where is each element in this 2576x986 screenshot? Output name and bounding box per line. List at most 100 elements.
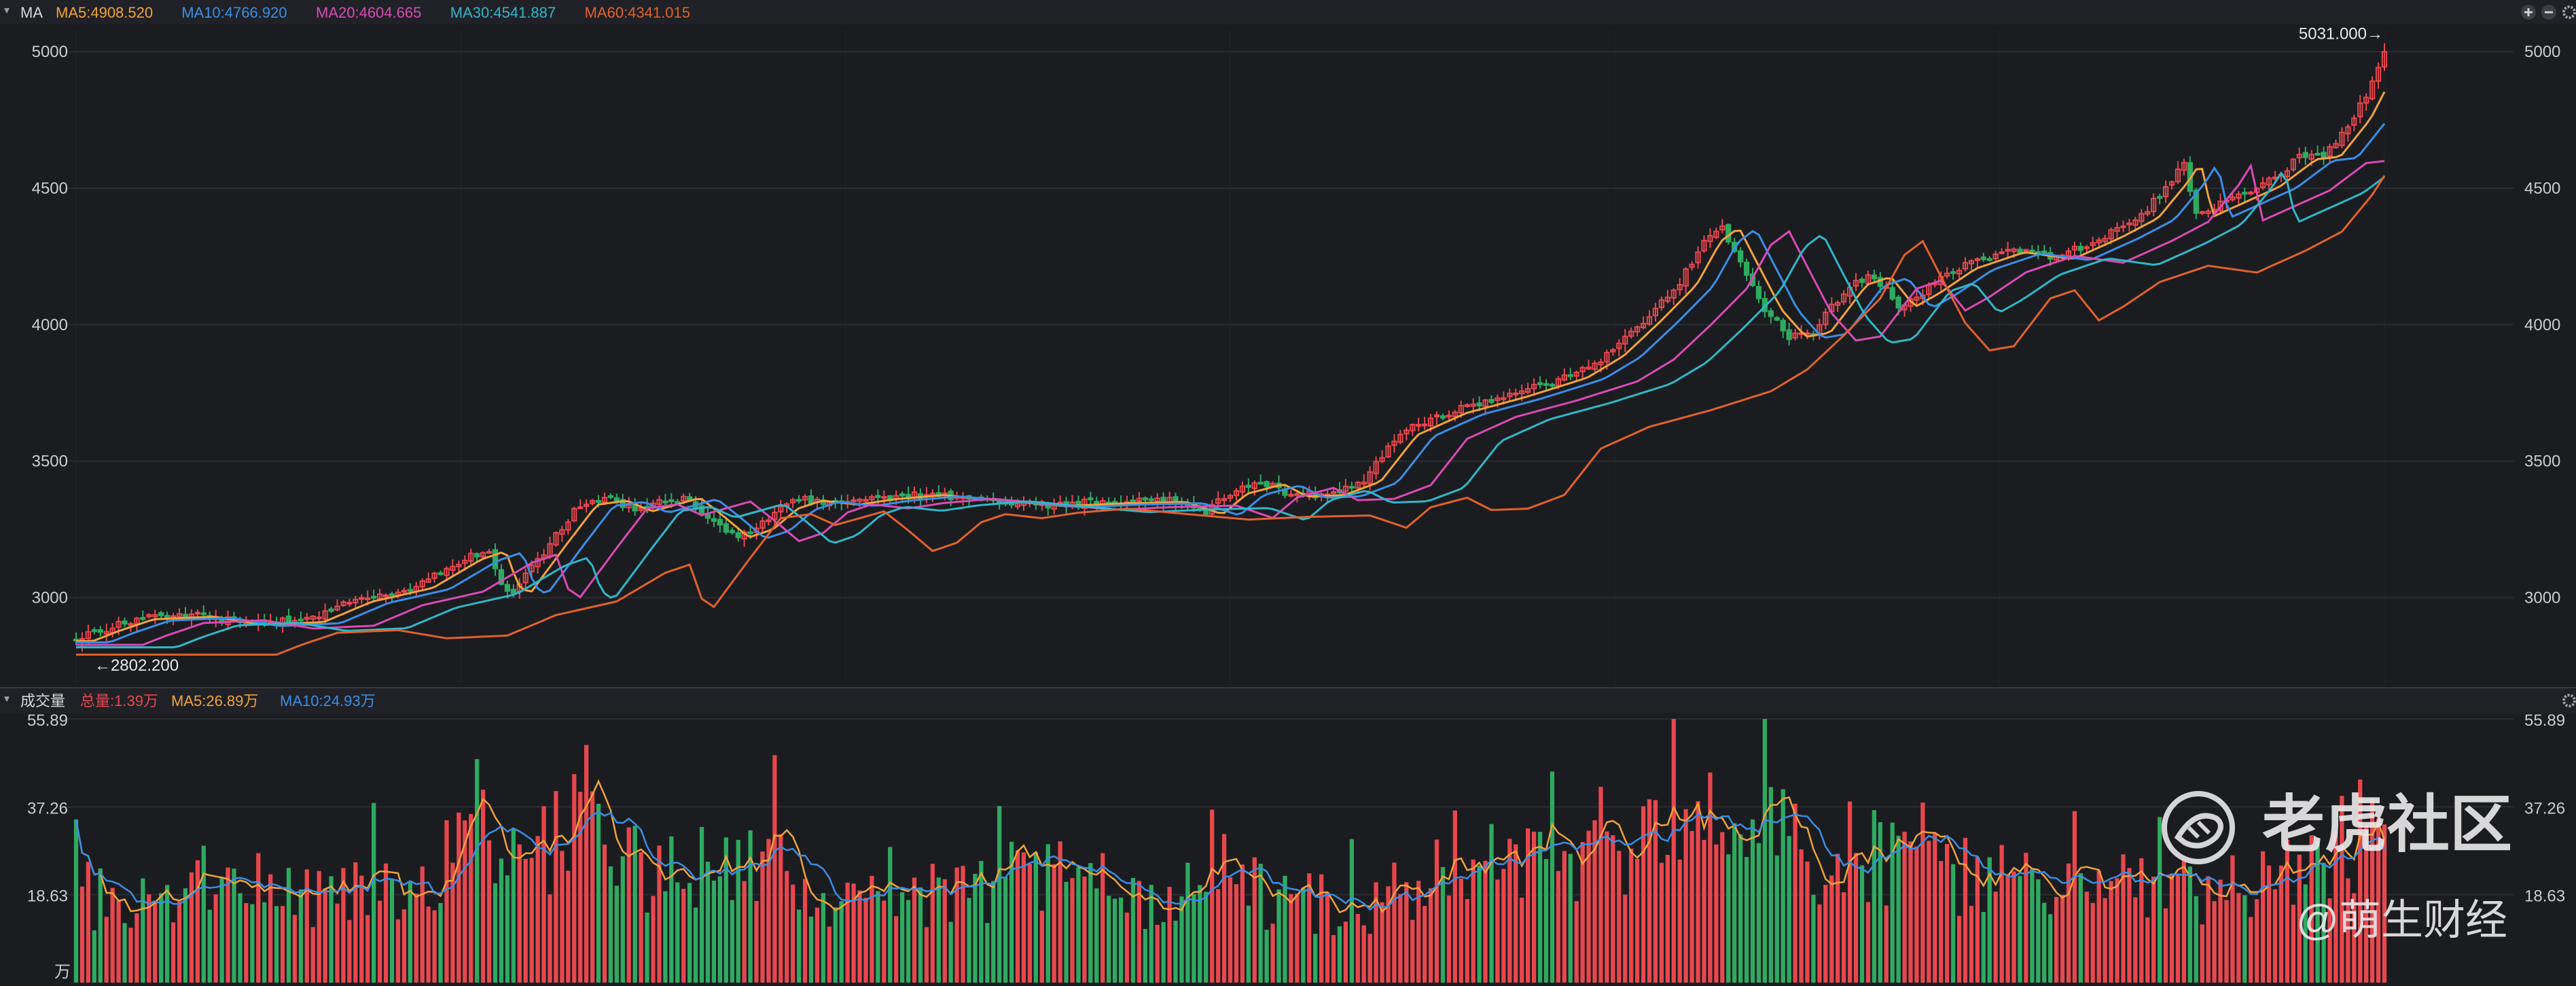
- candle-body: [2357, 102, 2363, 118]
- volume-bar: [1762, 719, 1768, 983]
- volume-bar: [463, 820, 467, 983]
- volume-bar: [863, 898, 868, 983]
- add-panel-icon[interactable]: [2521, 5, 2536, 20]
- volume-bar: [1890, 822, 1895, 983]
- high-price-label: 5031.000→: [2299, 25, 2383, 43]
- volume-bar: [1726, 854, 1731, 983]
- candle-body: [1610, 349, 1616, 353]
- candle-body: [2345, 126, 2351, 135]
- price-panel-toggle-icon[interactable]: [4, 8, 10, 14]
- volume-settings-gear-icon[interactable]: [2562, 694, 2576, 707]
- candle-body: [2296, 154, 2302, 158]
- watermark: 老虎社区 @萌生财经: [2162, 790, 2512, 944]
- candle-body: [2096, 239, 2102, 244]
- volume-bar: [796, 909, 802, 983]
- candle-body: [1367, 471, 1373, 485]
- candle-body: [1604, 351, 1610, 363]
- candle-body: [310, 616, 316, 620]
- candle-body: [711, 518, 717, 522]
- volume-bar: [2255, 899, 2259, 983]
- candle-body: [2108, 229, 2114, 240]
- candle-body: [1695, 251, 1701, 264]
- volume-readouts: 总量:1.39万 MA5:26.89万 MA10:24.93万: [80, 692, 376, 709]
- volume-bar: [645, 912, 649, 983]
- volume-bar: [2236, 893, 2241, 983]
- candle-body: [1640, 323, 1647, 329]
- candle-body: [1786, 329, 1792, 340]
- candle-body: [2139, 213, 2145, 222]
- volume-bar: [1829, 875, 1834, 983]
- volume-bar: [401, 909, 407, 983]
- candle-body: [1379, 457, 1385, 462]
- volume-bar: [1981, 912, 1986, 983]
- volume-bar: [973, 873, 978, 983]
- price-ma5-line: [76, 91, 2386, 642]
- volume-tick-right: 18.63: [2524, 887, 2565, 906]
- remove-panel-icon[interactable]: [2541, 5, 2556, 20]
- volume-bar: [535, 836, 540, 983]
- candle-body: [1081, 498, 1088, 509]
- candle-body: [857, 499, 863, 502]
- volume-bar: [1198, 885, 1202, 983]
- volume-bar: [1489, 824, 1494, 983]
- watermark-author: @萌生财经: [2296, 897, 2507, 944]
- candle-body: [747, 531, 753, 535]
- candle-body: [723, 523, 729, 533]
- candle-body: [1561, 374, 1567, 381]
- volume-bar: [159, 893, 164, 983]
- volume-bar: [1295, 893, 1300, 983]
- volume-bar: [827, 926, 831, 983]
- volume-bar: [882, 900, 887, 983]
- volume-bar: [1215, 889, 1221, 983]
- candle-body: [2077, 245, 2084, 251]
- candle-body: [1549, 383, 1556, 387]
- candle-body: [152, 614, 158, 618]
- volume-axis-right: 18.63 37.26 55.89: [2524, 711, 2565, 906]
- volume-tick-right: 55.89: [2524, 711, 2565, 730]
- candle-body: [899, 493, 906, 497]
- price-panel-label: MA: [20, 4, 43, 21]
- volume-bar: [2285, 839, 2290, 983]
- volume-bar: [1270, 923, 1275, 983]
- volume-bar: [372, 803, 376, 983]
- candle-body: [480, 552, 486, 558]
- candle-body: [1348, 486, 1355, 489]
- volume-bar: [292, 915, 298, 983]
- volume-bar: [359, 875, 364, 983]
- candle-body: [1476, 402, 1482, 406]
- settings-gear-icon[interactable]: [2562, 5, 2576, 19]
- candle-body: [1914, 296, 1920, 301]
- volume-bar: [444, 820, 449, 983]
- price-tick-right: 4500: [2524, 179, 2560, 198]
- volume-readout-2: MA10:24.93万: [280, 692, 376, 709]
- candle-body: [1452, 411, 1458, 417]
- candle-body: [1464, 404, 1470, 407]
- volume-bar: [153, 900, 158, 983]
- volume-bar: [596, 803, 601, 983]
- volume-panel-toggle-icon[interactable]: [4, 697, 10, 702]
- candle-body: [589, 499, 596, 504]
- volume-bar: [772, 755, 777, 983]
- volume-bar: [1459, 878, 1463, 983]
- volume-bar: [2127, 868, 2132, 983]
- volume-tick-right: 37.26: [2524, 799, 2565, 817]
- candle-body: [1361, 481, 1367, 485]
- volume-bar: [1641, 806, 1646, 983]
- price-tick-right: 5000: [2524, 43, 2560, 61]
- volume-bar: [1520, 898, 1524, 983]
- tiger-logo-icon: [2162, 791, 2235, 864]
- candle-body: [759, 520, 766, 529]
- volume-bar: [1137, 881, 1141, 983]
- candle-body: [1823, 311, 1829, 325]
- volume-bar: [377, 900, 382, 983]
- candle-body: [1088, 497, 1094, 501]
- volume-bar: [128, 928, 133, 983]
- candle-body: [2175, 169, 2181, 183]
- watermark-brand: 老虎社区: [2262, 790, 2512, 860]
- candle-body: [559, 529, 565, 535]
- volume-bar: [1319, 874, 1324, 983]
- candle-body: [1239, 485, 1246, 493]
- candle-body: [425, 578, 431, 583]
- price-ma60-line: [76, 175, 2386, 656]
- volume-bar: [845, 882, 850, 983]
